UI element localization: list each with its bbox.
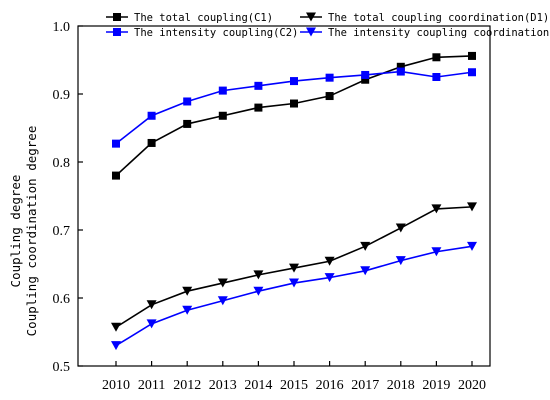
series-4 (111, 241, 477, 351)
legend-item-3: The total coupling coordination(D1) (300, 12, 549, 24)
series-line (115, 245, 473, 347)
data-point (183, 97, 192, 106)
data-point (146, 300, 157, 310)
data-point (468, 51, 476, 60)
data-point (395, 223, 406, 233)
y-axis-title: Coupling degree Coupling coordination de… (8, 126, 39, 337)
y-tick-label: 0.7 (53, 224, 71, 239)
x-tick-label: 2014 (244, 378, 272, 393)
x-tick-label: 2020 (458, 378, 486, 393)
data-point (395, 256, 406, 266)
legend-marker (113, 28, 121, 36)
x-tick-label: 2019 (422, 378, 450, 393)
data-point (253, 286, 264, 296)
data-point (218, 111, 227, 120)
data-point (360, 241, 371, 251)
legend-marker (306, 12, 316, 22)
data-point (396, 67, 405, 76)
data-point (396, 62, 405, 71)
x-tick-label: 2012 (173, 378, 201, 393)
legend-item-4: The intensity coupling coordination(D2) (300, 27, 550, 39)
data-point (431, 247, 442, 257)
legend-label: The intensity coupling(C2) (134, 27, 298, 39)
x-tick-label: 2010 (102, 378, 130, 393)
data-point (467, 202, 477, 212)
x-tick-label: 2013 (209, 378, 237, 393)
data-point (218, 86, 227, 95)
x-tick-label: 2018 (387, 378, 415, 393)
legend-label: The intensity coupling coordination(D2) (328, 27, 550, 39)
data-point (112, 139, 120, 148)
y-axis-title-line-1: Coupling degree (8, 175, 23, 288)
legend-item-1: The total coupling(C1) (106, 12, 273, 24)
data-point (360, 266, 371, 276)
data-point (361, 70, 370, 79)
legend-marker (113, 13, 121, 21)
legend-label: The total coupling(C1) (134, 12, 273, 24)
series-2 (112, 67, 476, 148)
y-tick-label: 0.6 (53, 292, 71, 307)
plot-frame (77, 25, 491, 367)
data-point (432, 73, 441, 81)
data-point (325, 92, 334, 101)
y-axis-title-line-2: Coupling coordination degree (24, 126, 39, 337)
series-layer (111, 51, 477, 351)
y-axis: 0.5 0.6 0.7 0.8 0.9 1.0 (53, 20, 83, 375)
series-1 (112, 51, 476, 180)
data-point (289, 263, 299, 273)
legend-marker (306, 27, 316, 37)
x-tick-label: 2017 (351, 378, 379, 393)
data-point (361, 75, 370, 84)
data-point (182, 286, 193, 296)
data-point (254, 103, 263, 112)
x-tick-label: 2015 (280, 378, 308, 393)
data-point (289, 278, 299, 288)
data-point (324, 273, 335, 283)
data-point (217, 278, 228, 288)
legend-label: The total coupling coordination(D1) (328, 12, 549, 24)
data-point (182, 305, 193, 315)
data-point (147, 138, 156, 147)
y-tick-label: 0.5 (53, 360, 71, 375)
data-point (254, 81, 263, 90)
data-point (325, 73, 334, 82)
plot-area-border (77, 25, 491, 367)
data-point (467, 241, 477, 251)
x-tick-label: 2011 (138, 378, 165, 393)
y-tick-label: 1.0 (53, 20, 71, 35)
data-point (147, 111, 156, 120)
data-point (290, 77, 298, 86)
data-point (253, 270, 264, 280)
y-tick-label: 0.8 (53, 156, 71, 171)
data-point (183, 119, 192, 128)
data-point (217, 296, 228, 306)
data-point (431, 204, 442, 214)
data-point (111, 341, 121, 351)
data-point (432, 53, 441, 62)
data-point (146, 319, 157, 329)
data-point (290, 99, 298, 108)
data-point (324, 256, 335, 266)
data-point (112, 171, 120, 180)
legend: The total coupling(C1) The intensity coup… (106, 12, 550, 39)
data-point (111, 322, 121, 332)
y-tick-label: 0.9 (53, 88, 71, 103)
x-axis: 2010 2011 2012 2013 2014 2015 2016 2017 2018 2019… (102, 361, 486, 393)
legend-item-2: The intensity coupling(C2) (106, 27, 298, 39)
data-point (468, 68, 476, 77)
x-tick-label: 2016 (316, 378, 344, 393)
series-3 (111, 202, 477, 332)
